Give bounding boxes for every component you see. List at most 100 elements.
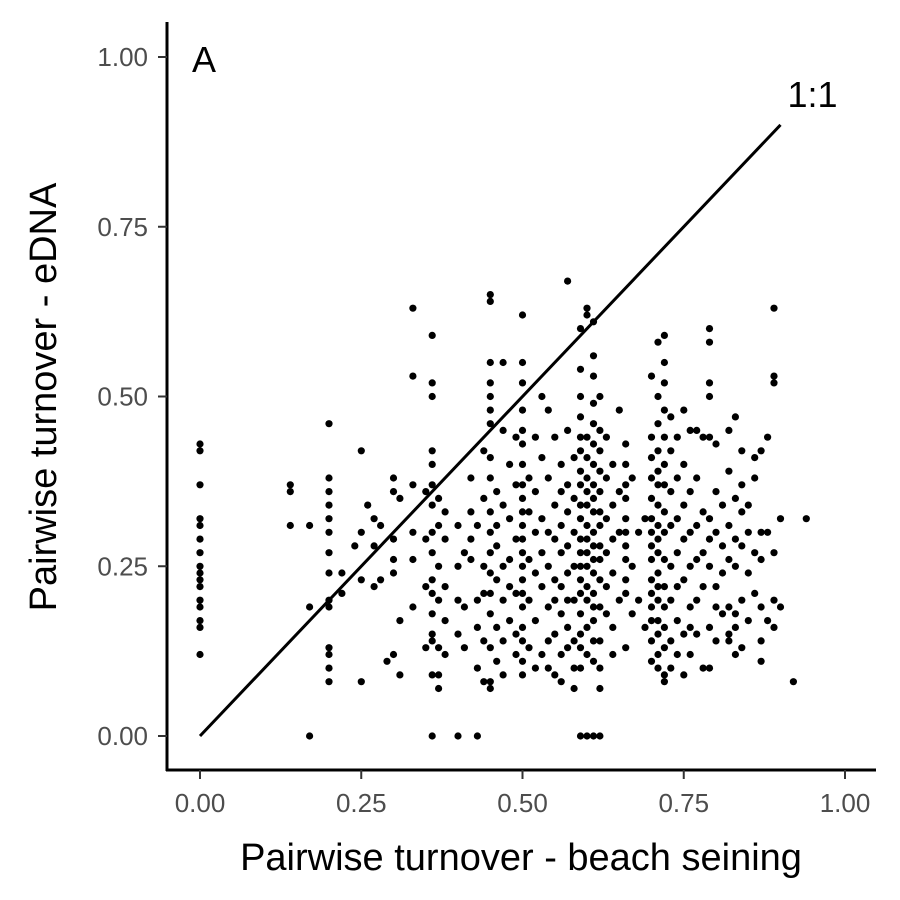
data-point bbox=[731, 562, 740, 570]
data-point bbox=[647, 542, 656, 550]
data-point bbox=[454, 521, 462, 530]
data-point bbox=[770, 379, 778, 387]
x-tick-label: 0.75 bbox=[658, 788, 709, 818]
data-point bbox=[306, 732, 314, 740]
data-point bbox=[325, 678, 333, 686]
data-point bbox=[770, 372, 778, 380]
data-point bbox=[486, 379, 494, 387]
data-point bbox=[454, 562, 462, 570]
data-point bbox=[744, 528, 752, 536]
data-point bbox=[615, 528, 623, 536]
data-point bbox=[660, 644, 669, 652]
data-point bbox=[544, 637, 552, 645]
data-point bbox=[622, 555, 630, 564]
data-point bbox=[660, 481, 669, 489]
data-point bbox=[589, 508, 598, 516]
data-point bbox=[596, 684, 604, 693]
data-point bbox=[196, 535, 204, 543]
data-point bbox=[705, 325, 714, 333]
data-point bbox=[325, 420, 333, 428]
data-point bbox=[389, 555, 398, 564]
data-point bbox=[551, 596, 559, 604]
data-point bbox=[570, 454, 578, 462]
data-point bbox=[428, 331, 436, 339]
data-point bbox=[473, 664, 481, 672]
data-point bbox=[564, 508, 572, 516]
data-point bbox=[615, 488, 623, 496]
data-point bbox=[486, 358, 494, 367]
data-point bbox=[531, 528, 540, 536]
data-point bbox=[589, 420, 598, 428]
one-to-one-line bbox=[198, 123, 782, 738]
y-axis-ticks: 0.00 0.25 0.50 0.75 1.00 bbox=[97, 42, 167, 751]
data-point bbox=[486, 528, 494, 536]
data-point bbox=[725, 467, 733, 475]
data-point bbox=[338, 569, 346, 577]
data-point bbox=[731, 413, 740, 421]
data-point bbox=[325, 549, 333, 557]
data-point bbox=[518, 426, 527, 434]
data-point bbox=[486, 589, 494, 598]
data-point bbox=[596, 488, 604, 496]
data-point bbox=[654, 664, 662, 672]
data-point bbox=[673, 474, 681, 482]
data-point bbox=[486, 678, 494, 686]
data-point bbox=[686, 528, 694, 536]
y-tick-label: 0.50 bbox=[97, 382, 148, 412]
data-point bbox=[686, 426, 694, 434]
data-point bbox=[499, 637, 507, 645]
data-point bbox=[428, 528, 436, 536]
data-point bbox=[596, 392, 604, 401]
data-point bbox=[196, 549, 204, 557]
data-point bbox=[196, 481, 204, 489]
data-point bbox=[564, 644, 572, 652]
data-point bbox=[705, 338, 714, 346]
data-point bbox=[647, 576, 656, 584]
data-point bbox=[589, 732, 598, 740]
data-point bbox=[551, 630, 559, 638]
data-point bbox=[583, 549, 591, 557]
data-point bbox=[325, 501, 333, 509]
data-point bbox=[589, 352, 598, 360]
data-point bbox=[544, 664, 552, 672]
data-point bbox=[512, 650, 520, 659]
data-point bbox=[654, 535, 662, 543]
data-point bbox=[499, 596, 507, 604]
data-point bbox=[389, 650, 398, 659]
data-point bbox=[718, 569, 727, 577]
data-point bbox=[422, 583, 430, 591]
data-point bbox=[538, 454, 546, 462]
data-point bbox=[583, 501, 591, 509]
data-point bbox=[647, 454, 656, 462]
data-point bbox=[486, 291, 494, 299]
data-point bbox=[757, 447, 765, 455]
data-point bbox=[609, 460, 617, 468]
data-point bbox=[428, 576, 436, 584]
data-point bbox=[576, 365, 585, 373]
data-point bbox=[660, 358, 669, 367]
data-point bbox=[576, 610, 585, 618]
data-point bbox=[693, 521, 701, 530]
data-point bbox=[196, 569, 204, 577]
data-point bbox=[576, 732, 585, 740]
data-point bbox=[680, 501, 688, 509]
data-point bbox=[576, 515, 585, 523]
data-point bbox=[196, 562, 204, 570]
data-point bbox=[654, 467, 662, 475]
data-point bbox=[428, 392, 436, 401]
data-point bbox=[325, 488, 333, 496]
data-point bbox=[428, 630, 436, 638]
data-point bbox=[641, 623, 649, 632]
data-point bbox=[596, 555, 604, 564]
data-point bbox=[705, 433, 714, 441]
data-point bbox=[673, 433, 681, 441]
data-point bbox=[306, 521, 314, 530]
data-point bbox=[596, 447, 604, 455]
data-point bbox=[576, 467, 585, 475]
data-point bbox=[557, 460, 565, 468]
data-point bbox=[589, 542, 598, 550]
data-point bbox=[428, 637, 436, 645]
data-point bbox=[757, 637, 765, 645]
data-point bbox=[583, 596, 591, 604]
